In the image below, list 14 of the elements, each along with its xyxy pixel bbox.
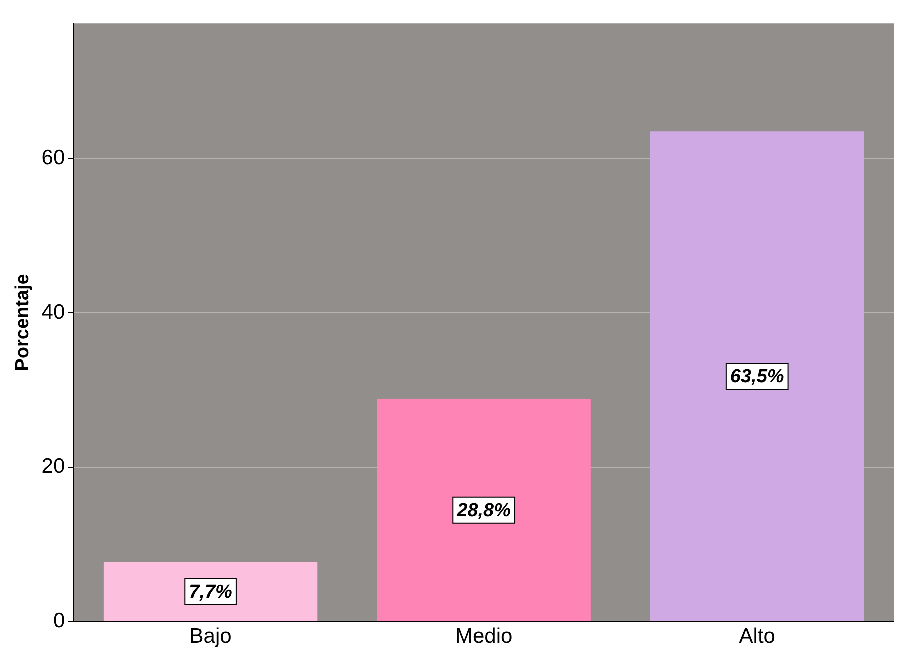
data-label: 7,7% <box>189 582 233 604</box>
y-tick-label: 60 <box>42 146 66 170</box>
x-tick-label: Bajo <box>190 625 232 648</box>
x-tick-label: Medio <box>455 625 513 648</box>
y-tick-label: 40 <box>42 300 66 324</box>
y-tick-label: 20 <box>42 455 66 478</box>
y-axis-title: Porcentaje <box>12 274 34 372</box>
bar <box>650 132 864 622</box>
bar <box>377 400 591 622</box>
bar <box>104 562 318 622</box>
data-label: 28,8% <box>456 500 512 522</box>
y-tick-label: 0 <box>53 610 66 633</box>
data-label: 63,5% <box>730 366 784 388</box>
x-tick-label: Alto <box>739 625 776 648</box>
